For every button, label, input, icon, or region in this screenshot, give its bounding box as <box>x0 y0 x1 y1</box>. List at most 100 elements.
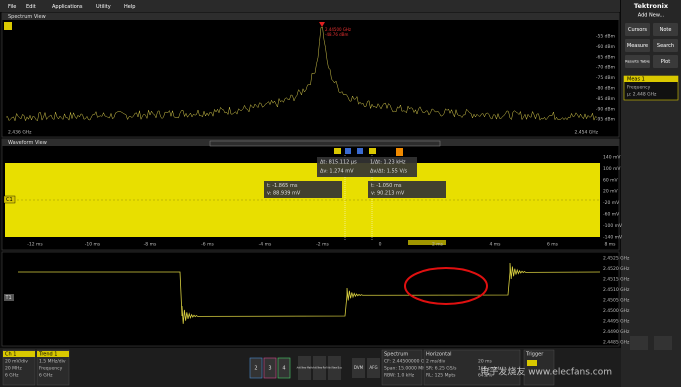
tool-button[interactable] <box>367 358 380 378</box>
channel-button-label[interactable]: 4 <box>282 366 285 372</box>
channel-button-label[interactable]: 2 <box>254 366 257 372</box>
channel-button[interactable] <box>263 357 277 379</box>
ch1-badge-text[interactable]: 20 mV/div <box>5 359 28 365</box>
ch1-badge-text[interactable]: 6 GHz <box>5 373 19 379</box>
cursor-handle[interactable] <box>369 148 376 154</box>
trend1-badge-text[interactable]: 6 GHz <box>39 373 53 379</box>
waveform-y-label: -20 mV <box>603 200 620 206</box>
side-button[interactable] <box>625 39 650 52</box>
spectrum-title: Spectrum View <box>8 14 46 20</box>
horizontal-text[interactable]: 64.2% <box>478 373 493 379</box>
side-button-label[interactable]: Plot <box>661 59 670 65</box>
spectrum-y-label: -55 dBm <box>596 34 615 40</box>
menu-item[interactable]: Utility <box>96 4 111 10</box>
side-button-label[interactable]: Cursors <box>628 27 647 33</box>
add-button[interactable] <box>313 356 326 380</box>
side-button-label[interactable]: Measure <box>627 43 648 49</box>
spectrum-y-label: -95 dBm <box>596 117 615 123</box>
trend1-badge-text[interactable]: Frequency <box>39 366 63 372</box>
side-button-label[interactable]: Results Table <box>625 59 650 64</box>
tool-button[interactable] <box>352 358 365 378</box>
menu-item[interactable]: Edit <box>26 4 36 10</box>
channel-label: C1 <box>6 197 13 203</box>
ch1-badge-text[interactable]: 20 MHz <box>5 366 22 372</box>
trend-y-label: 2.4525 GHz <box>603 256 630 262</box>
cursor-readout <box>317 157 417 177</box>
side-button[interactable] <box>625 23 650 36</box>
waveform-y-label: -60 mV <box>603 212 620 218</box>
cursor-a-v: v: 88.939 mV <box>267 191 301 197</box>
readout-dt: Δt: 815.112 μs <box>320 160 357 166</box>
waveform-x-label: 4 ms <box>489 242 501 248</box>
marker-level: -48.76 dBm <box>325 32 348 37</box>
trigger-badge[interactable] <box>523 349 555 386</box>
spectrum-badge <box>4 22 12 30</box>
spectrum-y-label: -90 dBm <box>596 106 615 112</box>
cursor-a-t: t: -1.865 ms <box>267 183 298 189</box>
spectrum-header <box>2 13 619 20</box>
add-button-label[interactable]: Add New Ref <box>313 367 327 370</box>
trigger-marker <box>396 148 403 156</box>
add-button[interactable] <box>298 356 311 380</box>
trash-button[interactable] <box>654 336 672 350</box>
channel-badge <box>3 195 16 204</box>
waveform-x-label: -6 ms <box>201 242 214 248</box>
trend-badge <box>4 294 14 301</box>
spectrum-badge-text[interactable]: Span: 15.0000 MHz <box>384 366 429 372</box>
horizontal-badge[interactable] <box>423 349 521 386</box>
horizontal-text[interactable]: SR: 6.25 GS/s <box>426 366 457 372</box>
waveform-y-label: -140 mV <box>603 234 623 240</box>
side-button-label[interactable]: Search <box>657 43 674 49</box>
channel-button[interactable] <box>277 357 291 379</box>
waveform-y-label: -100 mV <box>603 223 623 229</box>
spectrum-y-label: -75 dBm <box>596 75 615 81</box>
cursor-a-box <box>264 181 342 198</box>
side-button-label[interactable]: Note <box>660 27 672 33</box>
tool-button[interactable] <box>630 336 648 350</box>
horizontal-text[interactable]: 20 ms <box>478 359 493 365</box>
side-button[interactable] <box>625 55 650 68</box>
tool-button-label[interactable]: AFG <box>369 365 377 370</box>
horizontal-text[interactable]: 160 ps/pt <box>478 366 500 372</box>
meas-name: Frequency <box>627 85 651 91</box>
add-new[interactable]: Add New... <box>638 13 665 19</box>
side-button[interactable] <box>653 23 678 36</box>
trigger-chip[interactable] <box>527 360 537 366</box>
readout-slope: Δv/Δt: 1.55 V/s <box>370 169 408 175</box>
zoom-bar[interactable] <box>209 140 441 147</box>
menu-item[interactable]: Help <box>124 4 135 10</box>
side-button[interactable] <box>653 39 678 52</box>
spectrum-badge-text[interactable]: CF: 2.44500000 GHz <box>384 359 431 365</box>
trend-label: T1 <box>5 295 12 301</box>
trend1-badge-text[interactable]: Trend 1 <box>38 352 57 358</box>
waveform-x-label: -2 ms <box>316 242 329 248</box>
spectrum-badge[interactable] <box>381 349 423 386</box>
add-button-label[interactable]: Add New Bus <box>327 367 342 370</box>
horizontal-text[interactable]: Horizontal <box>426 352 452 358</box>
spectrum-badge-text[interactable]: RBW: 1.0 kHz <box>384 373 415 379</box>
side-button[interactable] <box>653 55 678 68</box>
add-button[interactable] <box>328 356 341 380</box>
cursor-handle[interactable] <box>334 148 341 154</box>
spectrum-trace <box>5 26 598 122</box>
channel-button[interactable] <box>249 357 263 379</box>
cursor-handle[interactable] <box>345 148 351 154</box>
add-button-label[interactable]: Add New Math <box>297 367 313 370</box>
trend1-badge-text[interactable]: 1.5 MHz/div <box>39 359 66 365</box>
waveform-x-label: -10 ms <box>85 242 101 248</box>
ch1-badge-header <box>3 351 35 357</box>
tool-button-label[interactable]: DVM <box>354 365 364 370</box>
ch1-badge-text[interactable]: Ch 1 <box>5 352 16 358</box>
spectrum-badge-text[interactable]: Spectrum <box>384 352 408 358</box>
horizontal-text[interactable]: 2 ms/div <box>426 359 446 365</box>
highlight-ellipse <box>404 267 488 305</box>
cursor-handle[interactable] <box>357 148 363 154</box>
spectrum-y-label: -65 dBm <box>596 54 615 60</box>
channel-button-label[interactable]: 3 <box>268 366 271 372</box>
menu-item[interactable]: File <box>8 4 16 10</box>
horizontal-text[interactable]: RL: 125 Mpts <box>426 373 456 379</box>
menu-item[interactable]: Applications <box>52 4 83 10</box>
waveform-x-label: 0 <box>379 242 382 248</box>
trigger-label[interactable]: Trigger <box>525 352 544 358</box>
